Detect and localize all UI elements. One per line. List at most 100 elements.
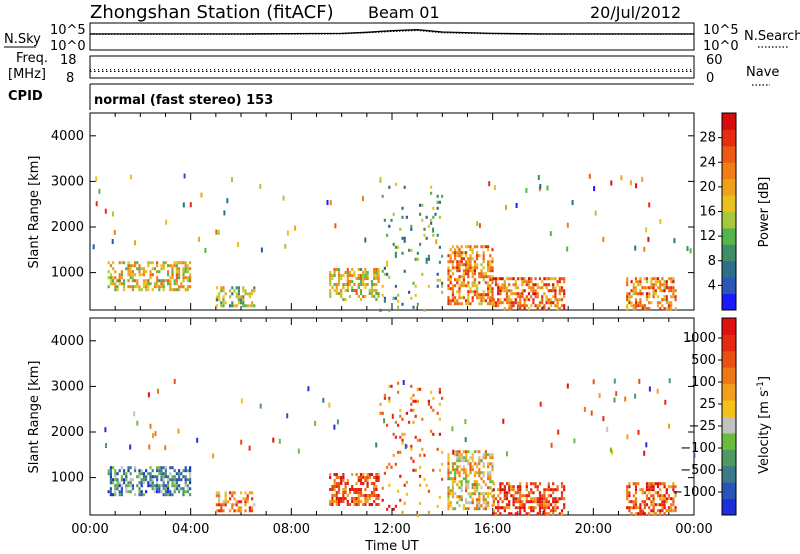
heatmap-cell bbox=[519, 506, 522, 510]
heatmap-cell bbox=[602, 416, 605, 422]
heatmap-cell bbox=[523, 509, 526, 513]
heatmap-cell bbox=[246, 497, 249, 501]
heatmap-cell bbox=[164, 466, 167, 470]
heatmap-cell bbox=[134, 279, 137, 283]
heatmap-cell bbox=[663, 506, 666, 510]
heatmap-cell bbox=[142, 472, 145, 476]
heatmap-cell bbox=[127, 261, 130, 265]
heatmap-cell bbox=[482, 501, 485, 505]
heatmap-cell bbox=[231, 292, 234, 296]
heatmap-cell bbox=[164, 472, 167, 476]
heatmap-cell bbox=[373, 482, 376, 485]
heatmap-cell bbox=[394, 245, 397, 249]
heatmap-cell bbox=[523, 503, 526, 507]
heatmap-cell bbox=[362, 283, 365, 286]
heatmap-cell bbox=[465, 269, 468, 273]
heatmap-cell bbox=[497, 304, 500, 308]
heatmap-cell bbox=[549, 231, 552, 237]
heatmap-cell bbox=[641, 509, 644, 513]
heatmap-cell bbox=[516, 295, 520, 299]
colorbar-segment bbox=[722, 293, 736, 311]
heatmap-cell bbox=[362, 494, 365, 497]
heatmap-cell bbox=[501, 286, 504, 290]
heatmap-cell bbox=[370, 283, 374, 286]
heatmap-cell bbox=[508, 298, 511, 302]
heatmap-cell bbox=[180, 478, 183, 482]
heatmap-cell bbox=[494, 280, 498, 284]
heatmap-cell bbox=[516, 286, 520, 290]
heatmap-cell bbox=[229, 289, 232, 293]
heatmap-cell bbox=[129, 174, 132, 180]
heatmap-cell bbox=[508, 304, 511, 308]
heatmap-cell bbox=[554, 503, 557, 507]
heatmap-cell bbox=[447, 507, 450, 511]
heatmap-cell bbox=[151, 481, 154, 485]
heatmap-cell bbox=[436, 272, 439, 276]
heatmap-cell bbox=[388, 462, 391, 466]
heatmap-cell bbox=[357, 295, 360, 298]
heatmap-cell bbox=[670, 289, 673, 293]
heatmap-cell bbox=[233, 491, 236, 495]
heatmap-cell bbox=[478, 507, 481, 511]
heatmap-cell bbox=[473, 281, 476, 285]
heatmap-cell bbox=[167, 481, 170, 485]
heatmap-cell bbox=[476, 287, 479, 291]
heatmap-cell bbox=[482, 465, 485, 469]
heatmap-cell bbox=[173, 490, 176, 494]
heatmap-cell bbox=[465, 483, 468, 487]
heatmap-cell bbox=[151, 475, 154, 479]
heatmap-cell bbox=[410, 296, 413, 300]
noise-series-nsky bbox=[90, 29, 694, 35]
heatmap-cell bbox=[366, 485, 369, 488]
heatmap-cell bbox=[379, 308, 382, 312]
heatmap-cell bbox=[667, 509, 671, 513]
heatmap-cell bbox=[375, 283, 378, 286]
heatmap-cell bbox=[508, 301, 511, 305]
heatmap-cell bbox=[534, 289, 537, 293]
freq-label-2: [MHz] bbox=[8, 67, 46, 82]
heatmap-cell bbox=[334, 223, 337, 229]
heatmap-cell bbox=[118, 481, 121, 485]
colorbar-tick-label: 20 bbox=[699, 180, 716, 195]
heatmap-cell bbox=[458, 302, 461, 306]
heatmap-cell bbox=[204, 248, 207, 253]
colorbar-segment bbox=[722, 178, 736, 196]
heatmap-cell bbox=[357, 503, 360, 506]
heatmap-cell bbox=[180, 261, 183, 265]
heatmap-cell bbox=[182, 261, 185, 265]
heatmap-cell bbox=[538, 500, 542, 504]
heatmap-cell bbox=[530, 289, 533, 293]
heatmap-cell bbox=[532, 289, 535, 293]
heatmap-cell bbox=[482, 299, 485, 303]
heatmap-cell bbox=[391, 413, 394, 419]
heatmap-cell bbox=[447, 498, 450, 502]
heatmap-cell bbox=[377, 476, 380, 479]
heatmap-cell bbox=[348, 295, 352, 298]
heatmap-cell bbox=[661, 497, 664, 501]
heatmap-cell bbox=[686, 246, 689, 251]
heatmap-cell bbox=[112, 466, 115, 470]
heatmap-cell bbox=[543, 488, 546, 492]
heatmap-cell bbox=[478, 462, 481, 466]
heatmap-cell bbox=[672, 286, 675, 290]
heatmap-cell bbox=[558, 512, 561, 516]
heatmap-cell bbox=[182, 493, 185, 497]
heatmap-cell bbox=[667, 307, 671, 311]
heatmap-cell bbox=[377, 503, 380, 506]
heatmap-cell bbox=[661, 494, 664, 498]
heatmap-cell bbox=[626, 434, 629, 440]
heatmap-cell bbox=[348, 271, 352, 274]
heatmap-cell bbox=[229, 295, 232, 299]
colorbar-tick-label: 24 bbox=[699, 155, 716, 170]
heatmap-cell bbox=[427, 284, 430, 288]
heatmap-cell bbox=[329, 283, 332, 286]
heatmap-cell bbox=[353, 488, 356, 491]
heatmap-cell bbox=[489, 302, 492, 306]
heatmap-cell bbox=[362, 295, 365, 298]
heatmap-cell bbox=[109, 264, 112, 268]
heatmap-cell bbox=[514, 491, 517, 495]
heatmap-cell bbox=[246, 304, 249, 308]
heatmap-cell bbox=[598, 393, 601, 398]
heatmap-cell bbox=[109, 466, 112, 470]
heatmap-cell bbox=[512, 292, 515, 296]
